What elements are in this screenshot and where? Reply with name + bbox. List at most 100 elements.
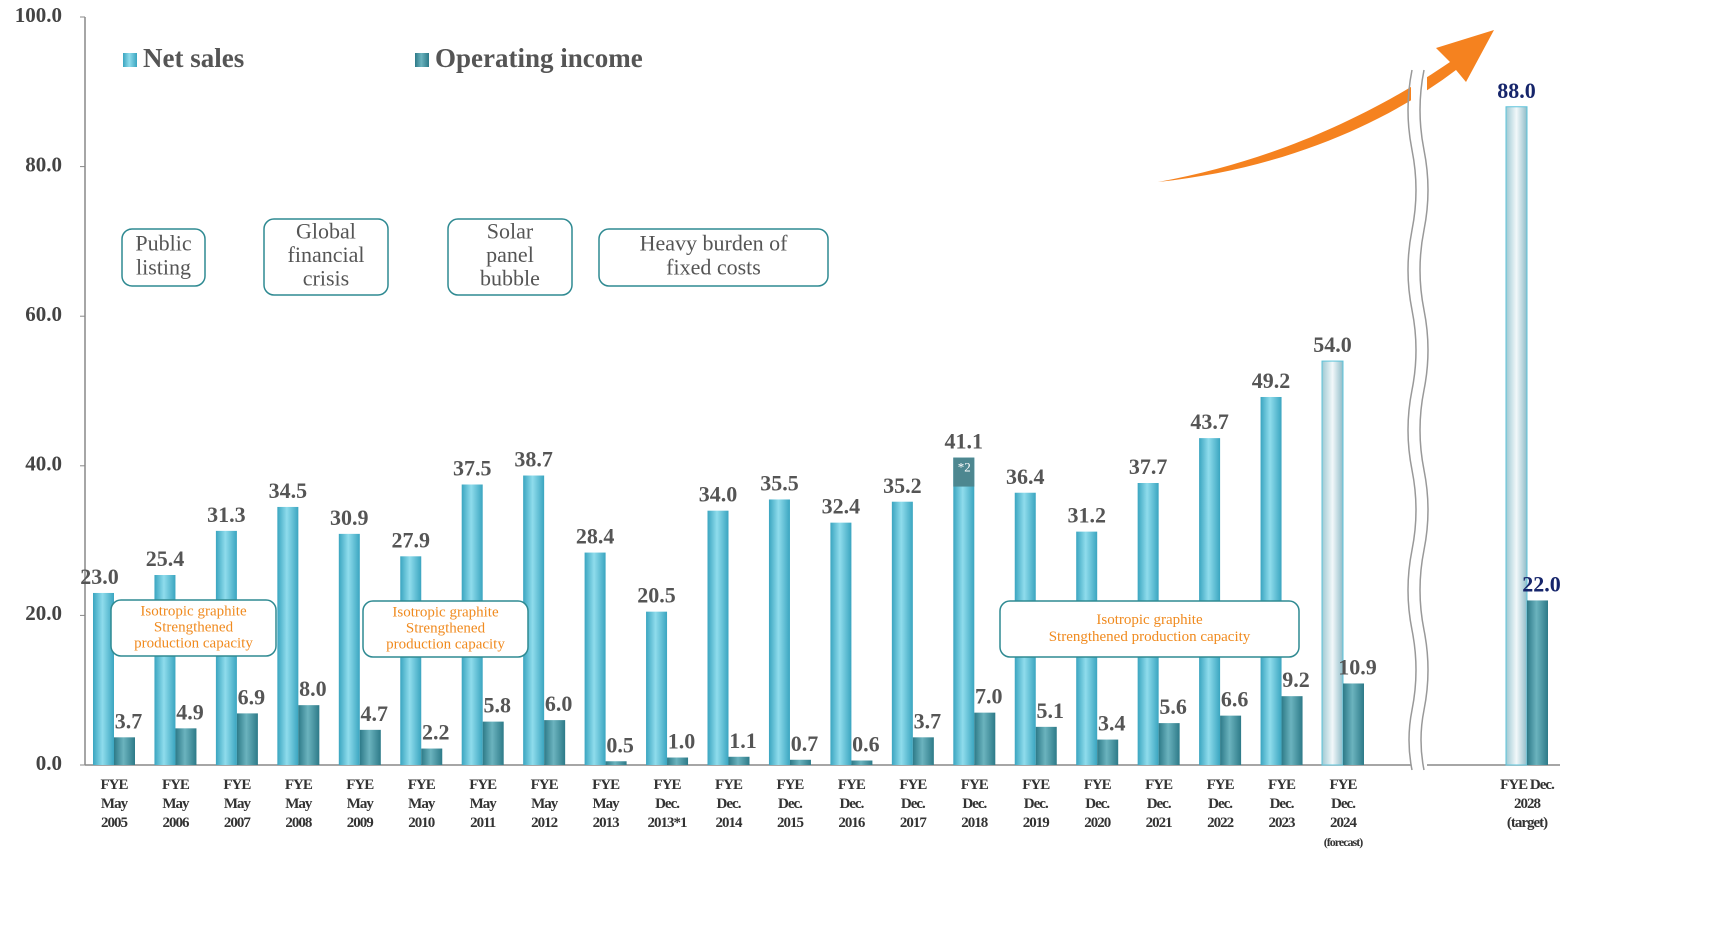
bar <box>789 759 811 765</box>
x-tick-label: FYE Dec. 2020 <box>1084 777 1112 831</box>
bar <box>1281 696 1303 765</box>
bar <box>421 748 443 765</box>
x-tick-label: FYE May 2007 <box>223 777 251 831</box>
data-label: 8.0 <box>299 676 327 701</box>
y-tick-label: 100.0 <box>15 3 62 27</box>
note: *2 <box>958 460 971 475</box>
data-label: 25.4 <box>146 546 185 571</box>
annotation-text: Strengthened production capacity <box>1049 629 1251 645</box>
bar <box>768 499 790 765</box>
bar <box>953 457 975 765</box>
bar <box>523 475 545 765</box>
legend-swatch <box>123 53 137 67</box>
x-tick-label: FYE Dec. 2022 <box>1207 777 1235 831</box>
bar <box>830 522 852 765</box>
bar <box>298 705 320 765</box>
data-label: 34.5 <box>269 478 308 503</box>
annotation-text: listing <box>136 255 191 280</box>
y-tick-label: 40.0 <box>25 452 62 476</box>
bar <box>1158 723 1180 765</box>
data-label: 0.5 <box>606 732 634 757</box>
bar <box>400 556 422 765</box>
data-label: 4.7 <box>361 701 389 726</box>
data-label: 35.5 <box>760 471 799 496</box>
x-tick-label: FYE Dec. 2021 <box>1145 777 1173 831</box>
data-label: 20.5 <box>637 583 676 608</box>
growth-arrow <box>1158 30 1494 182</box>
data-label: 37.5 <box>453 456 492 481</box>
legend-swatch <box>415 53 429 67</box>
bar <box>1321 360 1344 766</box>
data-label: 30.9 <box>330 505 369 530</box>
x-tick-label: FYE Dec. 2016 <box>838 777 866 831</box>
data-label: 0.7 <box>791 731 819 756</box>
data-label: 32.4 <box>822 494 861 519</box>
bar-segment <box>953 457 975 487</box>
bar <box>236 713 258 765</box>
annotation-box <box>447 218 573 296</box>
x-tick-label: FYE Dec. 2015 <box>776 777 804 831</box>
data-label: 54.0 <box>1313 332 1352 357</box>
data-label: 36.4 <box>1006 464 1045 489</box>
x-tick-label: FYE May 2013 <box>592 777 620 831</box>
data-label: 49.2 <box>1252 368 1291 393</box>
legend-label: Net sales <box>143 43 244 73</box>
bar <box>359 729 381 765</box>
annotation-box <box>999 600 1300 658</box>
bar <box>277 506 299 765</box>
data-label: 38.7 <box>514 447 553 472</box>
axis-break <box>1411 60 1427 780</box>
annotation-text: Public <box>135 231 191 256</box>
data-label: 27.9 <box>392 527 431 552</box>
bar <box>667 757 689 765</box>
bar <box>93 592 114 765</box>
data-label: 31.2 <box>1067 503 1106 528</box>
x-tick-label: FYE Dec. 2018 <box>961 777 989 831</box>
bar <box>912 737 934 765</box>
bar <box>1527 600 1548 765</box>
x-tick-label: FYE May 2011 <box>469 777 497 831</box>
data-label: 5.6 <box>1159 694 1187 719</box>
data-label: 88.0 <box>1497 78 1536 103</box>
data-label: 7.0 <box>975 684 1003 709</box>
x-tick-label: FYE Dec. 2023 <box>1268 777 1296 831</box>
data-label: 23.0 <box>80 564 119 589</box>
bar <box>482 721 504 765</box>
data-label: 2.2 <box>422 720 450 745</box>
data-label: 6.9 <box>238 684 266 709</box>
x-tick-label: FYE May 2012 <box>531 777 559 831</box>
data-label: 0.6 <box>852 732 880 757</box>
bar <box>1505 106 1528 766</box>
annotation-text: fixed costs <box>666 255 761 280</box>
data-label: 9.2 <box>1282 667 1310 692</box>
x-tick-label: FYE May 2010 <box>408 777 436 831</box>
y-tick-label: 0.0 <box>36 751 62 775</box>
bar <box>114 737 135 765</box>
bar <box>891 501 913 765</box>
annotation-text: bubble <box>480 266 540 291</box>
data-label: 37.7 <box>1129 454 1168 479</box>
annotation-text: Heavy burden of <box>640 231 789 256</box>
data-label: 1.0 <box>668 729 696 754</box>
bar <box>544 720 566 765</box>
data-label: 6.0 <box>545 691 573 716</box>
x-tick-label: FYE Dec. 2017 <box>899 777 927 831</box>
x-tick-label: FYE May 2006 <box>162 777 190 831</box>
data-label: 34.0 <box>699 482 738 507</box>
annotation-text: crisis <box>303 266 349 291</box>
data-label: 28.4 <box>576 524 615 549</box>
x-tick-label: FYE Dec. 2014 <box>715 777 743 831</box>
data-label: 3.4 <box>1098 711 1126 736</box>
data-label: 31.3 <box>207 502 246 527</box>
x-tick-label: FYE May 2009 <box>346 777 374 831</box>
bar <box>584 552 606 765</box>
data-label: 41.1 <box>945 429 984 454</box>
axis-break-line <box>1419 69 1429 771</box>
bar <box>646 611 668 765</box>
data-label: 3.7 <box>914 708 942 733</box>
annotation-text: Isotropic graphite <box>1096 612 1203 628</box>
x-tick-label: FYE May 2008 <box>285 777 313 831</box>
annotation-text: panel <box>486 242 534 267</box>
bar <box>974 712 996 765</box>
bar <box>707 510 729 765</box>
